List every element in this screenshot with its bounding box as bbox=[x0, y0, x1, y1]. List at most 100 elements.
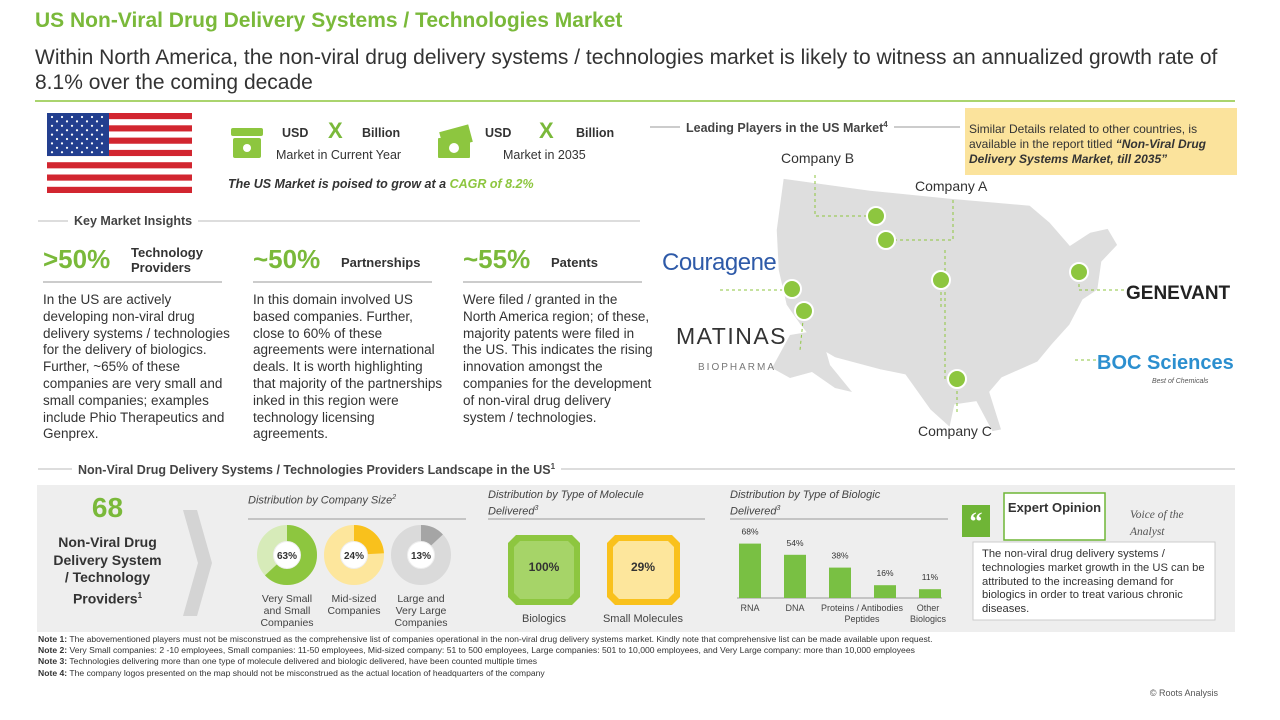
bar-category: RNA bbox=[740, 603, 760, 613]
bar bbox=[874, 585, 896, 598]
chart-title: Distribution by Type of Biologic Deliver… bbox=[730, 489, 915, 519]
donut-label: 13% bbox=[411, 551, 431, 562]
bar bbox=[739, 543, 761, 598]
insight-text: Were filed / granted in the North Americ… bbox=[463, 292, 653, 425]
us-map bbox=[775, 177, 1119, 433]
landscape-title: Non-Viral Drug Delivery Systems / Techno… bbox=[78, 463, 551, 478]
logo: BOC Sciences bbox=[1097, 352, 1234, 374]
note-text: The abovementioned players must not be m… bbox=[69, 634, 933, 644]
callout-lead: Similar Details related to other countri… bbox=[969, 122, 1198, 151]
expert-box bbox=[1003, 492, 1106, 541]
map-title: Leading Players in the US Market bbox=[686, 121, 884, 136]
chart-title-text: Distribution by Type of Molecule Deliver… bbox=[488, 489, 644, 518]
note-ref: 2 bbox=[392, 494, 397, 501]
bar-label: 16% bbox=[876, 568, 893, 578]
bar-category: DNA bbox=[785, 603, 805, 613]
provider-text: Non-Viral Drug Delivery System / Technol… bbox=[53, 534, 162, 607]
note-text: The company logos presented on the map s… bbox=[69, 667, 545, 678]
note: Note 3: Technologies delivering more tha… bbox=[38, 656, 1238, 666]
subtitle: Within North America, the non-viral drug… bbox=[35, 46, 1218, 94]
donut-segment bbox=[324, 525, 384, 585]
bar-label: 54% bbox=[786, 538, 803, 548]
expert-tag: Voice of the Analyst bbox=[1130, 509, 1184, 538]
note-ref: 3 bbox=[776, 505, 781, 512]
insight-label: Technology Providers bbox=[131, 245, 203, 275]
bar bbox=[919, 589, 941, 598]
bar-label: 38% bbox=[831, 551, 848, 561]
note-ref: 3 bbox=[534, 505, 539, 512]
logo-sub: BIOPHARMA bbox=[698, 362, 777, 373]
donut-segment bbox=[257, 525, 317, 585]
note-ref: 1 bbox=[137, 590, 143, 600]
expert-text: The non-viral drug delivery systems / te… bbox=[982, 548, 1205, 616]
logo: Couragene bbox=[662, 249, 777, 276]
bar-label: 11% bbox=[922, 572, 939, 582]
market-label: Market in Current Year bbox=[276, 148, 402, 162]
bar-category: Proteins / Antibodies Peptides bbox=[820, 603, 904, 624]
expert-text-box bbox=[972, 541, 1216, 621]
donut-category: Very Small and Small Companies bbox=[260, 593, 314, 629]
callout-box bbox=[965, 108, 1237, 175]
chart-title: Distribution by Type of Molecule Deliver… bbox=[488, 489, 673, 519]
logo: GENEVANT bbox=[1126, 283, 1231, 304]
insight-stat: ~55% bbox=[463, 244, 531, 274]
cagr-value: CAGR of 8.2% bbox=[449, 177, 534, 191]
provider-count: 68 bbox=[91, 492, 124, 523]
note: Note 4: The company logos presented on t… bbox=[38, 668, 1238, 678]
currency: USD bbox=[485, 126, 512, 140]
logo: MATINAS bbox=[676, 323, 788, 349]
insight-text: In this domain involved US based compani… bbox=[253, 292, 443, 442]
donut-hole bbox=[341, 542, 367, 568]
section-title: Leading Players in the US Market4 bbox=[680, 120, 894, 136]
market-label: Market in 2035 bbox=[503, 148, 586, 162]
note-label: Note 3: bbox=[38, 656, 68, 667]
molecule-shape-inner bbox=[613, 541, 674, 599]
donut-segment bbox=[391, 525, 451, 585]
note: Note 1: The abovementioned players must … bbox=[38, 634, 1238, 644]
currency: USD bbox=[282, 126, 309, 140]
note-ref: 4 bbox=[883, 120, 888, 129]
section-title: Non-Viral Drug Delivery Systems / Techno… bbox=[72, 462, 562, 478]
note-ref: 1 bbox=[550, 462, 556, 471]
insight-text: In the US are actively developing non-vi… bbox=[43, 292, 230, 442]
note-text: Very Small companies: 2 -10 employees, S… bbox=[69, 645, 915, 656]
company-label: Company A bbox=[915, 178, 988, 194]
cagr-lead: The US Market is poised to grow at a bbox=[228, 177, 450, 191]
copyright: © Roots Analysis bbox=[1149, 688, 1218, 698]
donut-label: 24% bbox=[344, 551, 364, 562]
note-text: Technologies delivering more than one ty… bbox=[69, 656, 538, 667]
donut-hole bbox=[274, 542, 300, 568]
bar bbox=[784, 554, 806, 598]
unit: Billion bbox=[576, 126, 615, 140]
donut-category: Large and Very Large Companies bbox=[394, 593, 448, 629]
note: Note 2: Very Small companies: 2 -10 empl… bbox=[38, 645, 1238, 655]
amount: X bbox=[328, 118, 343, 143]
callout: Similar Details related to other countri… bbox=[969, 122, 1235, 167]
cash-icon bbox=[438, 124, 473, 158]
donut-category: Mid-sized Companies bbox=[327, 593, 381, 617]
insight-stat: ~50% bbox=[253, 244, 321, 274]
logo-sub: Best of Chemicals bbox=[1152, 378, 1209, 385]
section-title: Key Market Insights bbox=[68, 214, 199, 228]
molecule-shape-inner bbox=[514, 541, 574, 599]
note-label: Note 2: bbox=[38, 645, 68, 656]
expert-title: Expert Opinion bbox=[1007, 500, 1102, 515]
molecule-category: Small Molecules bbox=[602, 613, 684, 625]
bar-category: Other Biologics bbox=[909, 603, 947, 624]
unit: Billion bbox=[362, 126, 401, 140]
note-label: Note 4: bbox=[38, 667, 68, 678]
donut-label: 63% bbox=[277, 551, 297, 562]
title: US Non-Viral Drug Delivery Systems / Tec… bbox=[35, 9, 623, 32]
callout-report: “Non-Viral Drug Delivery Systems Market,… bbox=[969, 137, 1206, 166]
chart-title: Distribution by Company Size2 bbox=[248, 491, 398, 508]
quote-box bbox=[962, 505, 990, 537]
amount: X bbox=[539, 118, 554, 143]
provider-label: Non-Viral Drug Delivery System / Technol… bbox=[50, 534, 165, 608]
molecule-value: 29% bbox=[631, 560, 655, 574]
donut-hole bbox=[408, 542, 434, 568]
insight-label: Patents bbox=[551, 255, 598, 270]
bar-label: 68% bbox=[741, 527, 758, 537]
chevron bbox=[183, 510, 212, 616]
bar bbox=[829, 567, 851, 598]
